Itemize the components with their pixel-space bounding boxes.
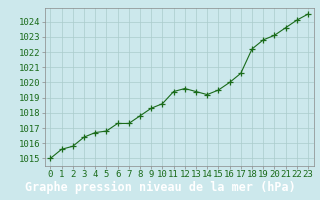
Text: Graphe pression niveau de la mer (hPa): Graphe pression niveau de la mer (hPa) bbox=[25, 180, 295, 194]
